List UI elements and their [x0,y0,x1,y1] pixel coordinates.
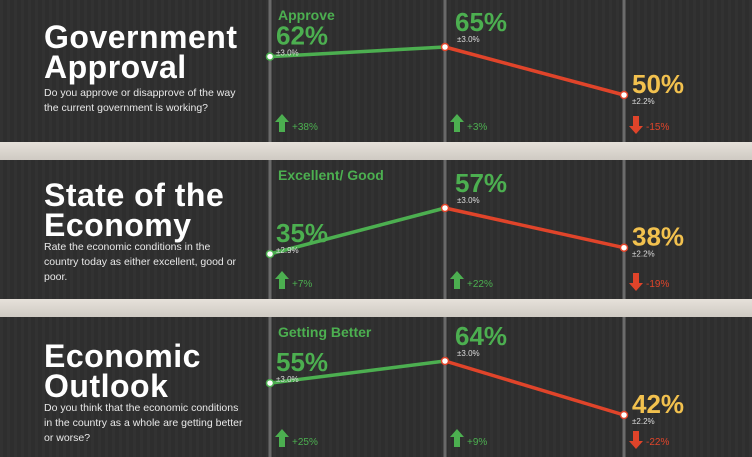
panel-title-line1: State of the [44,177,225,213]
government-approval-panel: Government Approval Do you approve or di… [0,0,752,142]
panel-title-line1: Government [44,19,238,55]
data-point [440,42,450,52]
panel-title-line1: Economic [44,338,201,374]
change-label: -22% [646,437,669,448]
series-line-up [269,206,446,256]
vertical-gridline [622,0,626,142]
state-of-economy-panel: State of the Economy Rate the economic c… [0,160,752,299]
change-label: +25% [292,437,318,448]
data-label-value: 35% [276,218,328,248]
series-label: Excellent/ Good [278,167,384,183]
data-point [265,378,275,388]
panel-title: State of the Economy [44,177,225,243]
series-line-down [444,359,625,417]
panel-title-line2: Economy [44,207,192,243]
vertical-gridline [622,160,626,299]
data-label-margin: ±2.2% [632,250,655,259]
series-line-down [444,206,625,250]
vertical-gridline [443,0,447,142]
economic-outlook-panel: Economic Outlook Do you think that the e… [0,317,752,457]
data-label-margin: ±3.0% [457,349,480,358]
data-label-margin: ±2.2% [632,417,655,426]
data-label-value: 38% [632,222,684,252]
panel-chart: Excellent/ Good 35%±2.9% +7% 57%±3.0% +22% 38… [265,160,684,299]
data-point [619,90,629,100]
arrow-up-icon [450,114,464,132]
panel-title-line2: Outlook [44,368,169,404]
vertical-gridline [268,0,272,142]
separator-stripe [0,299,752,317]
data-label-margin: ±3.0% [276,375,299,384]
data-label-margin: ±2.2% [632,97,655,106]
arrow-up-icon [275,429,289,447]
panel-question: Do you approve or disapprove of the way … [44,87,236,114]
panel-question: Rate the economic conditions in the coun… [44,241,237,283]
data-label-value: 64% [455,321,507,351]
change-label: +22% [467,279,493,290]
data-point [619,243,629,252]
panel-chart: Getting Better55%±3.0%+25%64%±3.0%+9%42%… [265,317,684,457]
arrow-up-icon [275,114,289,132]
arrow-down-icon [629,116,643,134]
series-line-down [444,45,625,97]
data-label-value: 62% [276,21,328,51]
data-label-value: 57% [455,168,507,198]
arrow-up-icon [450,429,464,447]
vertical-gridline [268,160,272,299]
data-point [440,203,450,213]
data-label-margin: ±3.0% [276,49,299,58]
vertical-gridline [443,160,447,299]
vertical-gridline [622,317,626,457]
data-label-margin: ±3.0% [457,35,480,44]
panel-title-line2: Approval [44,49,187,85]
change-label: +38% [292,122,318,133]
arrow-up-icon [275,271,289,289]
data-label-value: 42% [632,389,684,419]
data-label-value: 65% [455,7,507,37]
series-label: Approve [278,7,335,23]
series-line-up [269,359,446,385]
panel-title: Economic Outlook [44,338,201,404]
data-label-value: 55% [276,347,328,377]
series-line-up [269,45,446,59]
arrow-up-icon [450,271,464,289]
data-point [440,356,450,366]
arrow-down-icon [629,431,643,449]
arrow-down-icon [629,273,643,291]
panel-chart: Approve62%±3.0%+38%65%±3.0%+3%50%±2.2%-1… [265,0,684,142]
separator-stripe [0,142,752,160]
data-label-value: 50% [632,69,684,99]
data-point [619,410,629,420]
data-label-margin: ±3.0% [457,196,480,205]
change-label: -19% [646,279,669,290]
change-label: +7% [292,279,312,290]
series-label: Getting Better [278,324,372,340]
change-label: +3% [467,122,487,133]
data-point [265,52,275,61]
panel-question: Do you think that the economic condition… [44,402,243,444]
vertical-gridline [443,317,447,457]
change-label: -15% [646,122,669,133]
change-label: +9% [467,437,487,448]
data-point [265,249,275,259]
data-label-margin: ±2.9% [276,246,299,255]
panel-title: Government Approval [44,19,238,85]
